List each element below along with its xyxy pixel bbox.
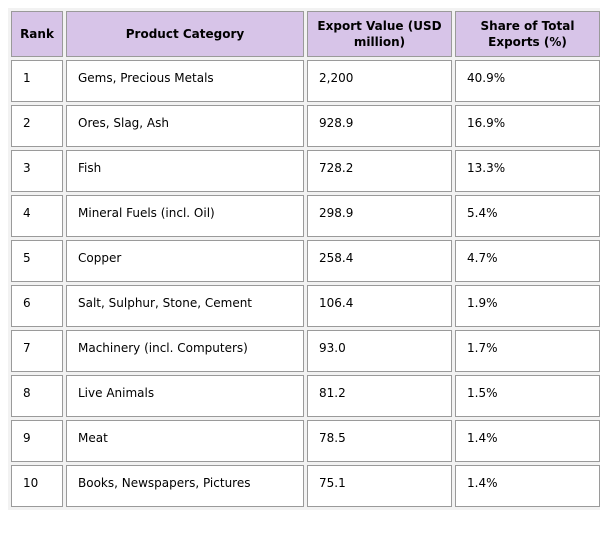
column-header-rank: Rank bbox=[11, 11, 63, 57]
column-header-category: Product Category bbox=[66, 11, 304, 57]
share-cell: 1.4% bbox=[455, 465, 600, 507]
share-cell: 1.5% bbox=[455, 375, 600, 417]
share-cell: 4.7% bbox=[455, 240, 600, 282]
table-row: 7 Machinery (incl. Computers) 93.0 1.7% bbox=[11, 330, 600, 372]
value-cell: 106.4 bbox=[307, 285, 452, 327]
rank-cell: 7 bbox=[11, 330, 63, 372]
value-cell: 75.1 bbox=[307, 465, 452, 507]
value-cell: 93.0 bbox=[307, 330, 452, 372]
table-row: 8 Live Animals 81.2 1.5% bbox=[11, 375, 600, 417]
category-cell: Salt, Sulphur, Stone, Cement bbox=[66, 285, 304, 327]
category-cell: Fish bbox=[66, 150, 304, 192]
table-row: 9 Meat 78.5 1.4% bbox=[11, 420, 600, 462]
value-cell: 2,200 bbox=[307, 60, 452, 102]
table-row: 6 Salt, Sulphur, Stone, Cement 106.4 1.9… bbox=[11, 285, 600, 327]
value-cell: 81.2 bbox=[307, 375, 452, 417]
share-cell: 40.9% bbox=[455, 60, 600, 102]
share-cell: 1.9% bbox=[455, 285, 600, 327]
share-cell: 1.7% bbox=[455, 330, 600, 372]
table-header: Rank Product Category Export Value (USD … bbox=[11, 11, 600, 57]
table-row: 2 Ores, Slag, Ash 928.9 16.9% bbox=[11, 105, 600, 147]
table-row: 4 Mineral Fuels (incl. Oil) 298.9 5.4% bbox=[11, 195, 600, 237]
rank-cell: 4 bbox=[11, 195, 63, 237]
rank-cell: 8 bbox=[11, 375, 63, 417]
share-cell: 5.4% bbox=[455, 195, 600, 237]
export-categories-table: Rank Product Category Export Value (USD … bbox=[8, 8, 600, 510]
category-cell: Books, Newspapers, Pictures bbox=[66, 465, 304, 507]
category-cell: Copper bbox=[66, 240, 304, 282]
category-cell: Ores, Slag, Ash bbox=[66, 105, 304, 147]
value-cell: 928.9 bbox=[307, 105, 452, 147]
rank-cell: 2 bbox=[11, 105, 63, 147]
rank-cell: 3 bbox=[11, 150, 63, 192]
header-row: Rank Product Category Export Value (USD … bbox=[11, 11, 600, 57]
value-cell: 258.4 bbox=[307, 240, 452, 282]
table-row: 1 Gems, Precious Metals 2,200 40.9% bbox=[11, 60, 600, 102]
category-cell: Meat bbox=[66, 420, 304, 462]
share-cell: 13.3% bbox=[455, 150, 600, 192]
share-cell: 16.9% bbox=[455, 105, 600, 147]
rank-cell: 5 bbox=[11, 240, 63, 282]
category-cell: Live Animals bbox=[66, 375, 304, 417]
column-header-value: Export Value (USD million) bbox=[307, 11, 452, 57]
table-row: 5 Copper 258.4 4.7% bbox=[11, 240, 600, 282]
rank-cell: 10 bbox=[11, 465, 63, 507]
rank-cell: 1 bbox=[11, 60, 63, 102]
category-cell: Machinery (incl. Computers) bbox=[66, 330, 304, 372]
value-cell: 298.9 bbox=[307, 195, 452, 237]
rank-cell: 9 bbox=[11, 420, 63, 462]
category-cell: Mineral Fuels (incl. Oil) bbox=[66, 195, 304, 237]
table-row: 10 Books, Newspapers, Pictures 75.1 1.4% bbox=[11, 465, 600, 507]
rank-cell: 6 bbox=[11, 285, 63, 327]
share-cell: 1.4% bbox=[455, 420, 600, 462]
column-header-share: Share of Total Exports (%) bbox=[455, 11, 600, 57]
category-cell: Gems, Precious Metals bbox=[66, 60, 304, 102]
value-cell: 78.5 bbox=[307, 420, 452, 462]
value-cell: 728.2 bbox=[307, 150, 452, 192]
table-row: 3 Fish 728.2 13.3% bbox=[11, 150, 600, 192]
table-body: 1 Gems, Precious Metals 2,200 40.9% 2 Or… bbox=[11, 60, 600, 507]
